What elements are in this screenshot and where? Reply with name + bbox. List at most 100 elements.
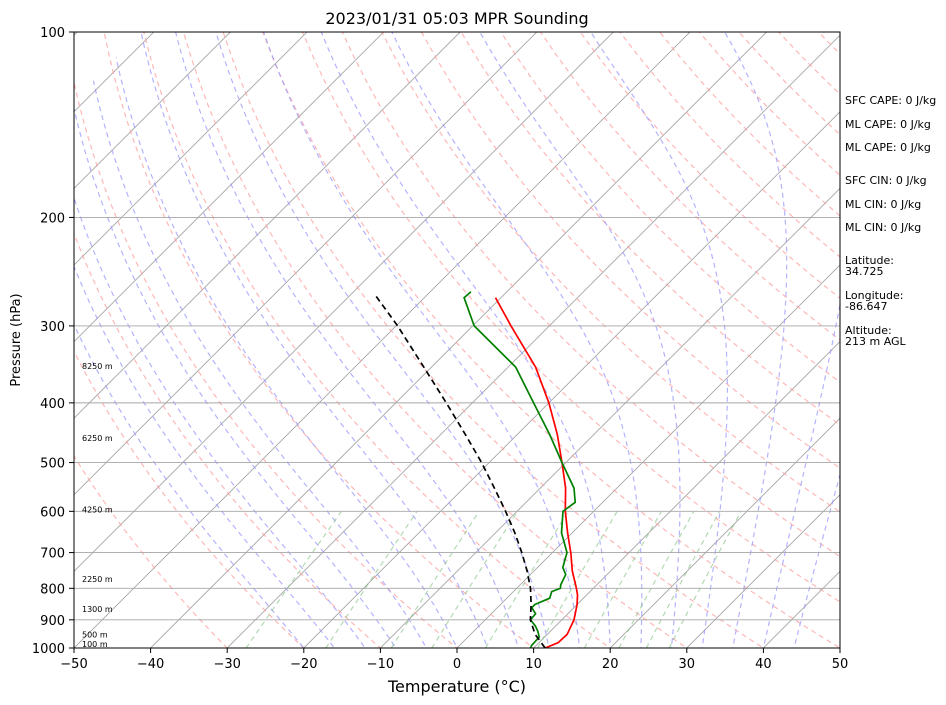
mixing-ratio-line	[536, 510, 618, 648]
moist-adiabat-line	[590, 32, 728, 648]
isotherm-line	[226, 34, 840, 648]
ml-cape-text-2: ML CAPE: 0 J/kg	[845, 141, 931, 154]
y-axis-label: Pressure (hPa)	[9, 293, 24, 386]
x-tick-label: −10	[367, 657, 394, 672]
y-tick-label: 200	[40, 211, 65, 226]
dry-adiabat-line	[74, 79, 458, 648]
height-label: 4250 m	[82, 505, 113, 514]
x-tick-label: 50	[832, 657, 849, 672]
mixing-ratio-line	[645, 511, 721, 648]
moist-adiabat-line	[115, 57, 458, 648]
isotherm-line	[149, 32, 768, 648]
moist-adiabat-line	[215, 32, 550, 648]
temperature-profile-line	[494, 297, 579, 648]
dry-adiabat-line	[74, 350, 305, 648]
isotherm-line	[74, 32, 385, 343]
x-tick-label: −20	[290, 657, 317, 672]
dry-adiabat-line	[579, 32, 840, 300]
isotherm-line	[686, 494, 840, 648]
height-label: 2250 m	[82, 575, 113, 584]
x-tick-label: −40	[137, 657, 164, 672]
reference-lines	[74, 18, 946, 661]
longitude-text: Longitude: -86.647	[845, 289, 904, 313]
isotherm-line	[74, 32, 538, 496]
moist-adiabat-line	[74, 323, 305, 648]
x-tick-label: 20	[602, 657, 619, 672]
y-tick-label: 300	[40, 320, 65, 335]
ml-cin-text-2: ML CIN: 0 J/kg	[845, 221, 922, 234]
moist-adiabat-line	[92, 80, 428, 648]
mixing-ratio-line	[431, 510, 519, 648]
latitude-text: Latitude: 34.725	[845, 254, 894, 278]
pressure-gridlines	[74, 31, 840, 649]
x-tick-label: −50	[60, 657, 87, 672]
mixing-ratio-line	[583, 511, 662, 648]
chart-title: 2023/01/31 05:03 MPR Sounding	[325, 9, 588, 28]
isotherm-line	[74, 32, 691, 648]
dry-adiabat-line	[262, 32, 840, 648]
isotherm-line	[303, 111, 840, 648]
dry-adiabat-line	[103, 32, 535, 648]
sounding-profiles	[375, 291, 579, 648]
x-axis-label: Temperature (°C)	[387, 677, 526, 696]
isotherm-line	[379, 187, 840, 648]
mixing-ratio-line	[390, 510, 480, 648]
dry-adiabat-line	[301, 32, 840, 603]
dry-adiabat-line	[74, 231, 382, 648]
moist-adiabat-line	[479, 32, 681, 648]
moist-adiabat-line	[74, 106, 397, 648]
moist-adiabat-line	[74, 196, 366, 648]
parcel-profile-line	[375, 295, 546, 648]
x-tick-label: 30	[679, 657, 696, 672]
plot-frame	[73, 31, 841, 649]
x-axis: −50 −40 −30 −20 −10 0 10 20 30 40 50	[60, 648, 848, 672]
moist-adiabat-line	[140, 32, 489, 648]
y-axis: 100 200 300 400 500 600 700 800 900 1000	[32, 26, 74, 657]
ml-cin-text-1: ML CIN: 0 J/kg	[845, 198, 922, 211]
moist-adiabat-line	[263, 32, 581, 648]
mixing-ratio-line	[325, 510, 418, 648]
isotherm-line	[74, 32, 461, 419]
isotherm-line	[74, 32, 232, 190]
sfc-cape-text: SFC CAPE: 0 J/kg	[845, 94, 937, 107]
height-label: 6250 m	[82, 434, 113, 443]
height-label: 500 m	[82, 631, 108, 640]
x-tick-label: 40	[755, 657, 772, 672]
x-tick-label: −30	[213, 657, 240, 672]
height-label: 1300 m	[82, 605, 113, 614]
moist-adiabat-line	[175, 32, 519, 648]
sfc-cin-text: SFC CIN: 0 J/kg	[845, 174, 927, 187]
isotherm-line	[609, 417, 840, 648]
dry-adiabat-line	[381, 32, 840, 513]
dewpoint-profile-line	[463, 291, 577, 648]
y-tick-label: 700	[40, 547, 65, 562]
y-tick-label: 400	[40, 397, 65, 412]
isotherm-line	[74, 32, 615, 573]
moist-adiabat-line	[724, 32, 788, 648]
y-tick-label: 100	[40, 26, 65, 41]
moist-adiabat-line	[74, 265, 336, 648]
mixing-ratio-line	[245, 510, 342, 648]
dry-adiabat-line	[341, 32, 840, 558]
isotherm-line	[904, 18, 946, 661]
moist-adiabat-line	[320, 32, 611, 648]
y-tick-label: 800	[40, 582, 65, 597]
dry-adiabat-line	[143, 32, 612, 648]
dry-adiabat-line	[460, 32, 840, 426]
altitude-text: Altitude: 213 m AGL	[845, 324, 906, 348]
moist-adiabat-line	[793, 473, 840, 648]
x-tick-label: 10	[525, 657, 542, 672]
height-label: 100 m	[82, 640, 108, 649]
dry-adiabat-line	[937, 32, 946, 661]
height-label: 8250 m	[82, 362, 113, 371]
x-tick-label: 0	[453, 657, 461, 672]
mixing-ratio-line	[484, 510, 569, 648]
ml-cape-text-1: ML CAPE: 0 J/kg	[845, 118, 931, 131]
y-tick-label: 500	[40, 457, 65, 472]
isotherm-line	[456, 264, 840, 648]
moist-adiabat-line	[762, 301, 840, 648]
isotherm-line	[74, 32, 308, 266]
y-tick-label: 900	[40, 614, 65, 629]
